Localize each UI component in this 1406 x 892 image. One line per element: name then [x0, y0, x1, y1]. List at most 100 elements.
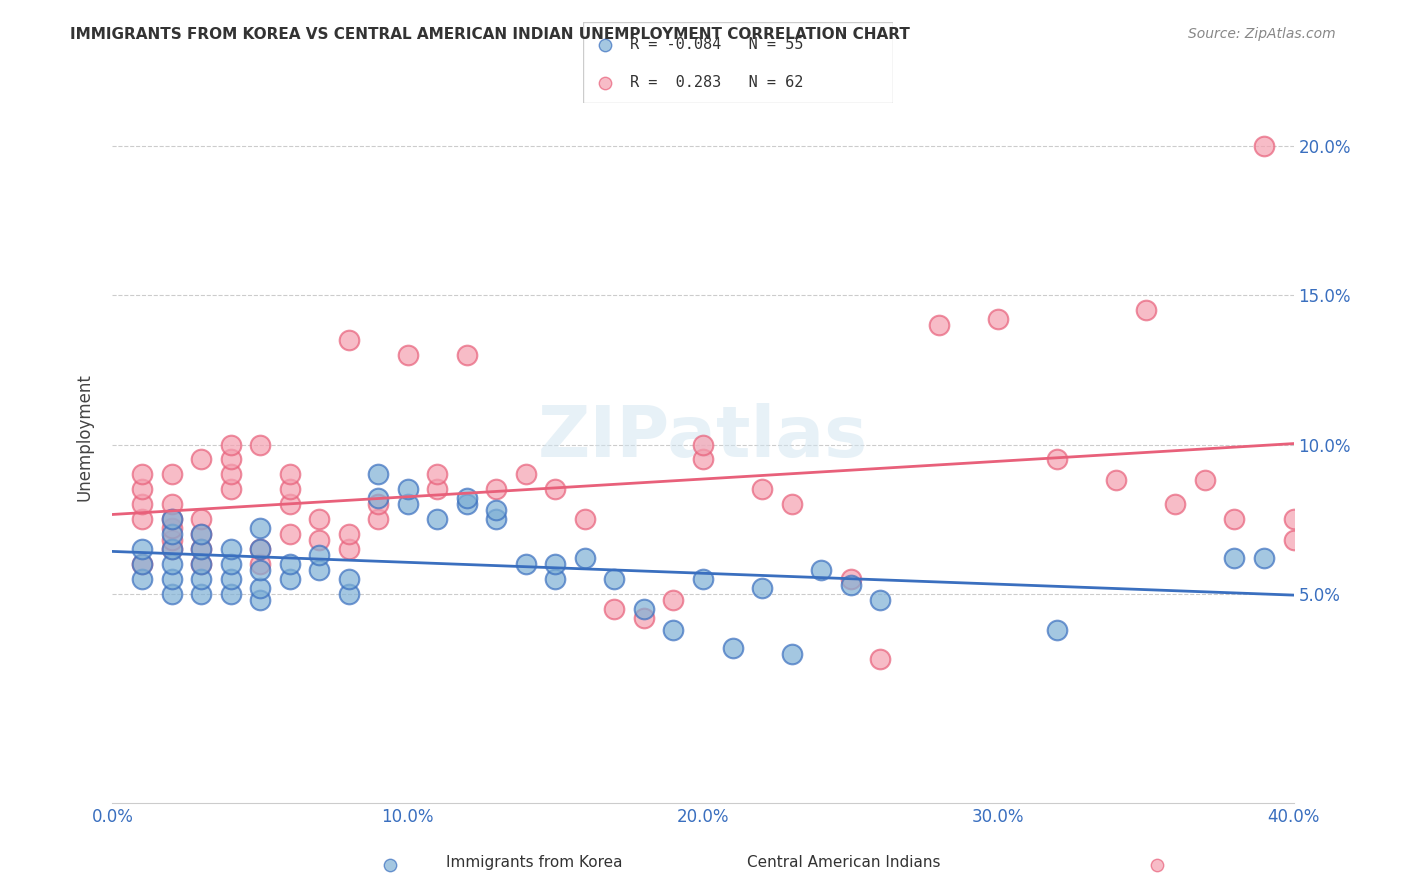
Point [1164, 497, 1187, 511]
Point [249, 521, 271, 535]
Point [131, 557, 153, 571]
Point [987, 312, 1010, 326]
Point [633, 601, 655, 615]
Point [131, 467, 153, 482]
Point [249, 563, 271, 577]
Point [249, 581, 271, 595]
Point [190, 527, 212, 541]
Point [308, 548, 330, 562]
Point [219, 437, 242, 451]
Point [721, 640, 744, 655]
Point [219, 587, 242, 601]
Point [278, 497, 301, 511]
Point [367, 512, 389, 526]
Point [1046, 623, 1069, 637]
Point [131, 512, 153, 526]
Point [278, 527, 301, 541]
Point [574, 551, 596, 566]
Point [337, 542, 360, 557]
Point [780, 497, 803, 511]
Point [249, 542, 271, 557]
Point [780, 647, 803, 661]
Point [378, 858, 401, 872]
Point [160, 587, 183, 601]
Point [574, 512, 596, 526]
Point [278, 483, 301, 497]
Point [1135, 303, 1157, 318]
Point [190, 557, 212, 571]
Point [190, 557, 212, 571]
Point [396, 348, 419, 362]
Point [160, 542, 183, 557]
Point [160, 572, 183, 586]
Point [160, 467, 183, 482]
Point [426, 467, 449, 482]
Text: IMMIGRANTS FROM KOREA VS CENTRAL AMERICAN INDIAN UNEMPLOYMENT CORRELATION CHART: IMMIGRANTS FROM KOREA VS CENTRAL AMERICA… [70, 27, 910, 42]
Point [485, 503, 508, 517]
Point [869, 592, 891, 607]
Point [1146, 858, 1168, 872]
Point [515, 557, 537, 571]
Text: R =  0.283   N = 62: R = 0.283 N = 62 [630, 75, 803, 90]
Point [928, 318, 950, 332]
Point [190, 587, 212, 601]
Point [692, 572, 714, 586]
Point [160, 527, 183, 541]
Point [249, 592, 271, 607]
Point [219, 542, 242, 557]
Point [131, 497, 153, 511]
Point [1282, 533, 1305, 547]
Point [219, 572, 242, 586]
Point [131, 483, 153, 497]
Point [1194, 474, 1216, 488]
Y-axis label: Unemployment: Unemployment [76, 373, 94, 501]
Point [1253, 139, 1275, 153]
Text: ZIPatlas: ZIPatlas [538, 402, 868, 472]
Point [751, 581, 773, 595]
Point [190, 512, 212, 526]
Point [160, 497, 183, 511]
Point [131, 542, 153, 557]
Point [278, 572, 301, 586]
Point [160, 512, 183, 526]
Point [515, 467, 537, 482]
Point [544, 557, 567, 571]
Point [1223, 551, 1246, 566]
Point [160, 557, 183, 571]
Point [219, 467, 242, 482]
Point [160, 533, 183, 547]
Point [1105, 474, 1128, 488]
Text: R = -0.084   N = 55: R = -0.084 N = 55 [630, 37, 803, 53]
Point [1046, 452, 1069, 467]
Point [544, 483, 567, 497]
Point [1282, 512, 1305, 526]
Point [839, 578, 862, 592]
Point [426, 512, 449, 526]
Point [249, 542, 271, 557]
Point [219, 557, 242, 571]
Point [190, 452, 212, 467]
Point [160, 512, 183, 526]
Point [278, 557, 301, 571]
Point [485, 483, 508, 497]
Point [131, 572, 153, 586]
Point [633, 610, 655, 624]
FancyBboxPatch shape [583, 22, 893, 103]
Point [593, 37, 616, 52]
Point [692, 452, 714, 467]
Point [1253, 551, 1275, 566]
Point [662, 623, 685, 637]
Point [190, 542, 212, 557]
Point [160, 542, 183, 557]
Text: Central American Indians: Central American Indians [747, 855, 941, 870]
Point [308, 563, 330, 577]
Point [219, 483, 242, 497]
Point [456, 348, 478, 362]
Point [190, 572, 212, 586]
Point [190, 542, 212, 557]
Point [190, 527, 212, 541]
Point [839, 572, 862, 586]
Point [249, 437, 271, 451]
Point [308, 512, 330, 526]
Point [160, 521, 183, 535]
